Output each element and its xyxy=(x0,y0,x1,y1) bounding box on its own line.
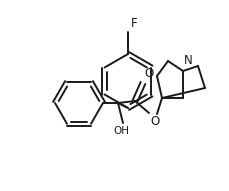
Text: O: O xyxy=(149,115,158,128)
Text: OH: OH xyxy=(112,126,128,136)
Text: F: F xyxy=(131,17,137,30)
Text: O: O xyxy=(143,67,153,80)
Text: N: N xyxy=(183,54,192,67)
